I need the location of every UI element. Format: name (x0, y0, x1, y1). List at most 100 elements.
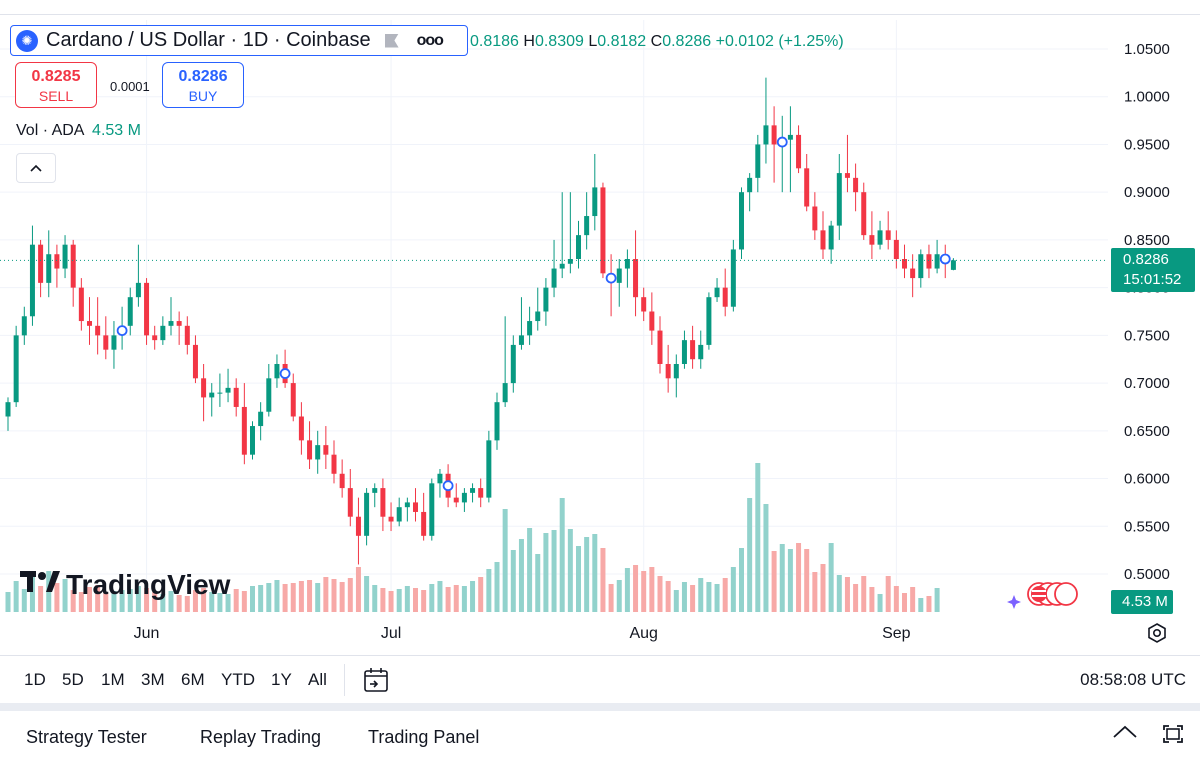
chevron-up-icon[interactable] (1112, 722, 1138, 742)
y-tick-label: 0.6500 (1124, 423, 1170, 440)
volume-bar (160, 594, 166, 612)
candle-body (331, 454, 337, 474)
candle-body (233, 387, 239, 407)
volume-bar (421, 590, 427, 612)
candle-body (470, 488, 476, 493)
range-1d-button[interactable]: 1D (24, 670, 46, 689)
candle-body (241, 406, 247, 455)
sell-button[interactable]: 0.8285 SELL (15, 62, 97, 108)
volume-bar (804, 549, 810, 612)
volume-bar (364, 576, 370, 612)
go-to-date-icon[interactable] (362, 666, 390, 694)
candle-body (13, 335, 19, 403)
volume-legend[interactable]: Vol · ADA 4.53 M (16, 122, 141, 140)
collapse-legend-button[interactable] (16, 153, 56, 183)
volume-bar (559, 498, 565, 612)
candle-body (192, 344, 198, 379)
candle-body (372, 488, 378, 493)
candle-body (861, 192, 867, 236)
range-3m-button[interactable]: 3M (141, 670, 165, 689)
us-flag-stripe (1032, 595, 1046, 597)
candle-body (453, 497, 459, 503)
range-1m-button[interactable]: 1M (101, 670, 125, 689)
volume-bar (470, 581, 476, 612)
volume-bar (730, 567, 736, 612)
volume-bar (307, 580, 313, 612)
more-icon[interactable]: ooo (416, 31, 444, 49)
price-chart[interactable]: 0.50000.55000.60000.65000.70000.75000.80… (0, 15, 1200, 655)
candle-body (747, 177, 753, 193)
tab-strategy-tester[interactable]: Strategy Tester (26, 727, 147, 747)
symbol-title-box[interactable]: ✺ Cardano / US Dollar · 1D · Coinbase oo… (10, 25, 468, 56)
candle-body (62, 244, 68, 269)
range-all-button[interactable]: All (308, 670, 327, 689)
candle-body (739, 192, 744, 250)
candle-body (787, 134, 793, 140)
candle-body (836, 173, 842, 226)
candle-body (600, 187, 606, 274)
candle-body (853, 177, 859, 193)
cardano-icon: ✺ (16, 29, 38, 52)
tab-replay-trading[interactable]: Replay Trading (200, 727, 322, 747)
range-5d-button[interactable]: 5D (62, 670, 84, 689)
volume-bar (388, 591, 394, 612)
y-tick-label: 0.5000 (1124, 566, 1170, 583)
range-1y-button[interactable]: 1Y (271, 670, 292, 689)
volume-bar (250, 586, 255, 612)
buy-button[interactable]: 0.8286 BUY (162, 62, 244, 108)
candle-body (152, 335, 158, 341)
candle-body (950, 260, 956, 270)
candle-body (478, 488, 484, 498)
volume-bar (779, 544, 785, 612)
symbol-title: Cardano / US Dollar · 1D · Coinbase (46, 29, 371, 51)
tv-mark-icon (20, 571, 60, 592)
volume-bar (217, 593, 223, 612)
volume-bar (78, 592, 84, 612)
x-tick-label: Aug (629, 625, 657, 642)
y-tick-label: 0.9500 (1124, 136, 1170, 153)
maximize-panel-icon[interactable] (1162, 723, 1184, 745)
volume-bar (681, 582, 687, 612)
flag-icon[interactable] (384, 33, 399, 48)
candle-body (437, 473, 443, 484)
candle-body (307, 440, 313, 460)
candle-body (673, 364, 679, 379)
volume-bar (527, 528, 533, 612)
volume-bar (739, 548, 744, 612)
utc-clock[interactable]: 08:58:08 UTC (1080, 670, 1186, 689)
volume-bar (184, 596, 190, 612)
range-ytd-button[interactable]: YTD (221, 670, 255, 689)
candle-body (551, 268, 557, 288)
candle-body (486, 440, 492, 498)
settings-icon[interactable] (1146, 622, 1168, 644)
volume-bar (616, 580, 622, 612)
candle-body (95, 325, 101, 336)
volume-bar (853, 584, 859, 612)
candle-body (681, 340, 687, 364)
volume-bar (62, 579, 68, 612)
volume-bar (836, 575, 842, 612)
volume-bar (38, 586, 44, 612)
volume-bar (192, 590, 198, 612)
volume-bar (258, 585, 264, 612)
tab-trading-panel[interactable]: Trading Panel (368, 727, 480, 747)
candle-body (649, 311, 655, 331)
chart-pane[interactable]: 0.50000.55000.60000.65000.70000.75000.80… (0, 15, 1200, 655)
volume-bar (787, 549, 793, 612)
candle-body (902, 259, 907, 269)
ohlc-low-value: 0.8182 (597, 33, 647, 50)
candle-body (160, 325, 166, 341)
event-marker-icon (442, 480, 454, 492)
volume-bar (315, 583, 321, 612)
volume-bar (502, 509, 508, 612)
candle-body (576, 235, 581, 259)
candle-body (893, 239, 899, 259)
x-tick-label: Jul (381, 625, 401, 642)
candle-body (877, 230, 883, 245)
range-6m-button[interactable]: 6M (181, 670, 205, 689)
sell-price: 0.8285 (31, 68, 81, 85)
candle-body (127, 297, 133, 326)
candle-body (559, 263, 565, 269)
volume-bar (355, 567, 361, 612)
candle-body (21, 316, 27, 336)
